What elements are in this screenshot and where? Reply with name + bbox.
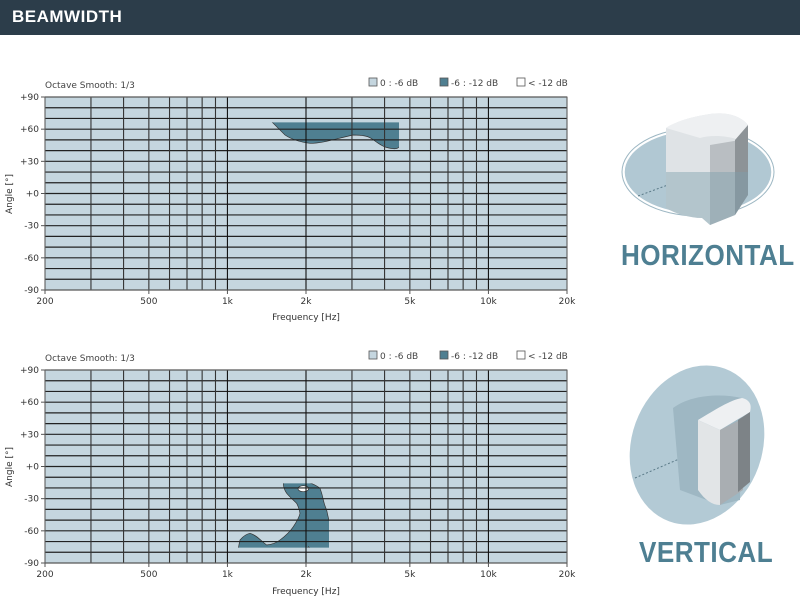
legend-swatch [516, 350, 526, 360]
y-tick-label: +0 [26, 190, 40, 200]
chart-subtitle: Octave Smooth: 1/3 [45, 81, 135, 91]
y-axis-label: Angle [°] [5, 447, 15, 487]
axis-ticks: 200 500 1k 2k 5k 10k 20k +90 +60 +30 +0 -30 -60 -90 [20, 366, 576, 580]
legend-label: -6 : -12 dB [451, 352, 498, 362]
chart-vertical: Octave Smooth: 1/3 200 500 1k 2k 5k 10k 20k +90… [5, 350, 576, 597]
x-tick-label: 5k [404, 297, 416, 307]
legend-label: < -12 dB [528, 79, 568, 89]
legend-swatch [439, 77, 449, 87]
grid [44, 369, 568, 564]
y-tick-label: -90 [24, 286, 39, 296]
y-tick-label: +60 [20, 125, 39, 135]
chart-horizontal: Octave Smooth: 1/3 200 500 1k 2k 5k 10k 20k +90… [5, 77, 576, 323]
vertical-label: VERTICAL [639, 537, 774, 569]
x-tick-label: 200 [36, 297, 53, 307]
x-tick-label: 1k [222, 570, 234, 580]
legend-swatch [439, 350, 449, 360]
y-tick-label: +0 [26, 463, 40, 473]
legend-swatch [516, 77, 526, 87]
x-tick-label: 2k [301, 570, 313, 580]
x-axis-label: Frequency [Hz] [272, 587, 340, 597]
legend-swatch [368, 77, 378, 87]
legend-label: 0 : -6 dB [380, 352, 418, 362]
y-tick-label: -60 [24, 254, 39, 264]
y-tick-label: -90 [24, 559, 39, 569]
x-tick-label: 1k [222, 297, 234, 307]
horizontal-label: HORIZONTAL [621, 240, 795, 272]
y-tick-label: +90 [20, 93, 39, 103]
x-tick-label: 2k [301, 297, 313, 307]
x-tick-label: 500 [140, 297, 157, 307]
legend-label: < -12 dB [528, 352, 568, 362]
legend-label: -6 : -12 dB [451, 79, 498, 89]
y-tick-label: +30 [20, 157, 39, 167]
y-tick-label: +60 [20, 398, 39, 408]
y-tick-label: -60 [24, 527, 39, 537]
x-tick-label: 20k [559, 570, 576, 580]
y-tick-label: -30 [24, 495, 39, 505]
vertical-speaker-icon [628, 363, 766, 527]
y-tick-label: +90 [20, 366, 39, 376]
x-axis-label: Frequency [Hz] [272, 313, 340, 323]
page-title: BEAMWIDTH [12, 7, 123, 26]
y-tick-label: -30 [24, 222, 39, 232]
x-tick-label: 20k [559, 297, 576, 307]
y-tick-label: +30 [20, 430, 39, 440]
grid [44, 96, 568, 291]
legend: 0 : -6 dB -6 : -12 dB < -12 dB [368, 350, 568, 362]
header-bar: BEAMWIDTH [0, 0, 800, 35]
x-tick-label: 5k [404, 570, 416, 580]
legend-label: 0 : -6 dB [380, 79, 418, 89]
x-tick-label: 500 [140, 570, 157, 580]
x-tick-label: 10k [480, 570, 497, 580]
axis-ticks: 200 500 1k 2k 5k 10k 20k +90 +60 +30 +0 -30 -60 -90 [20, 93, 576, 307]
horizontal-speaker-icon [621, 113, 775, 225]
y-axis-label: Angle [°] [5, 174, 15, 214]
legend-swatch [368, 350, 378, 360]
legend: 0 : -6 dB -6 : -12 dB < -12 dB [368, 77, 568, 89]
x-tick-label: 200 [36, 570, 53, 580]
x-tick-label: 10k [480, 297, 497, 307]
chart-subtitle: Octave Smooth: 1/3 [45, 354, 135, 364]
